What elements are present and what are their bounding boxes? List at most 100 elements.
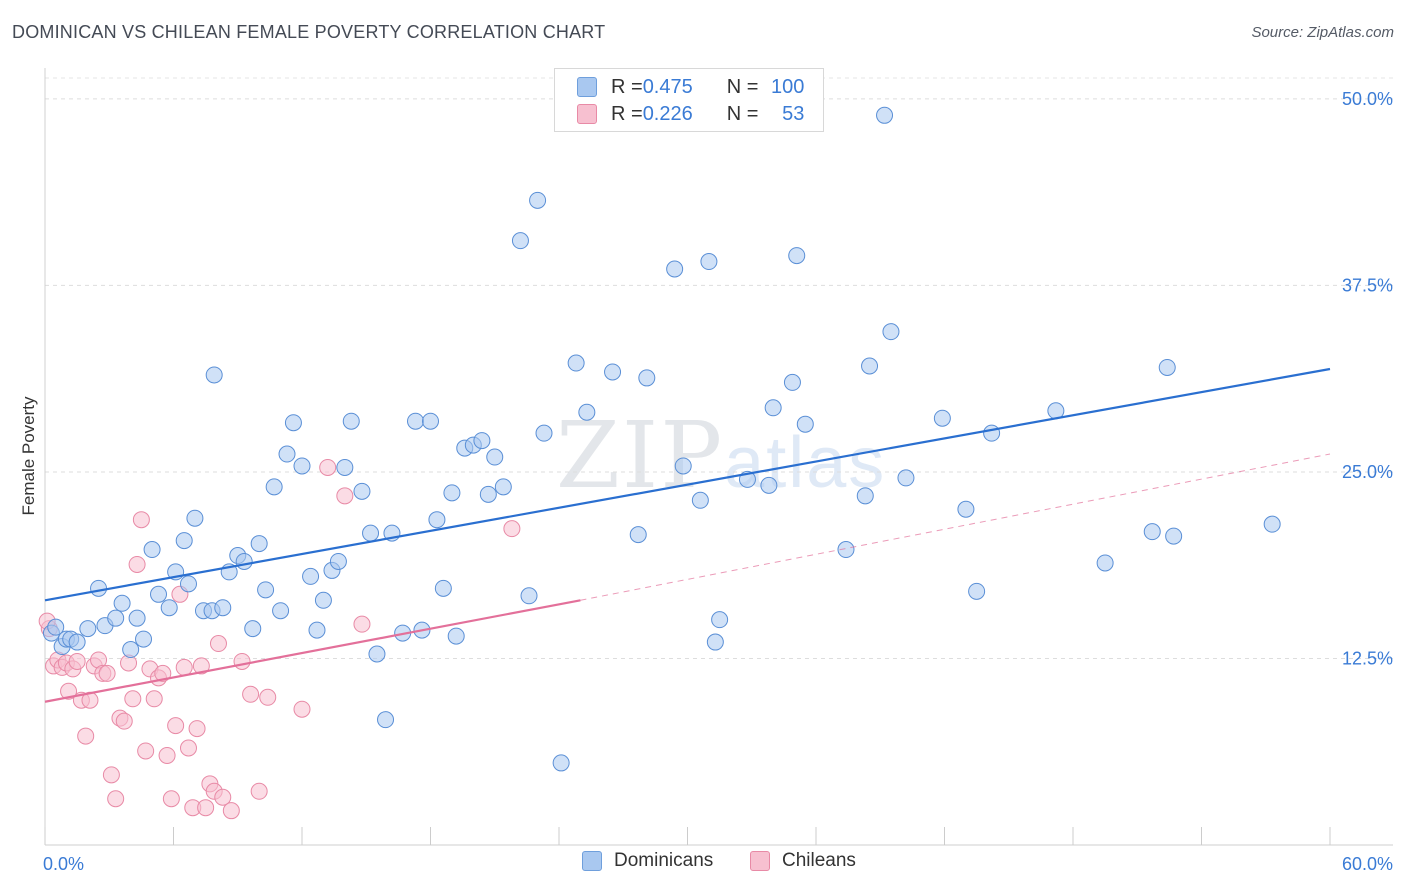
point-dominican bbox=[447, 627, 465, 645]
point-chilean bbox=[197, 799, 215, 817]
point-dominican bbox=[691, 491, 709, 509]
point-dominican bbox=[135, 630, 153, 648]
point-dominican bbox=[897, 469, 915, 487]
point-dominican bbox=[257, 581, 275, 599]
point-dominican bbox=[1263, 515, 1281, 533]
legend-n-label: N = bbox=[726, 75, 759, 98]
point-chilean bbox=[77, 727, 95, 745]
chart-title: DOMINICAN VS CHILEAN FEMALE POVERTY CORR… bbox=[12, 22, 606, 42]
point-dominican bbox=[494, 478, 512, 496]
point-chilean bbox=[319, 458, 337, 476]
point-chilean bbox=[503, 520, 521, 538]
point-dominican bbox=[760, 476, 778, 494]
point-dominican bbox=[284, 414, 302, 432]
point-chilean bbox=[107, 790, 125, 808]
point-dominican bbox=[90, 579, 108, 597]
point-dominican bbox=[368, 645, 386, 663]
point-chilean bbox=[214, 788, 232, 806]
point-dominican bbox=[107, 609, 125, 627]
series-label-chileans: Chileans bbox=[782, 850, 856, 871]
point-dominican bbox=[79, 620, 97, 638]
point-dominican bbox=[302, 567, 320, 585]
point-chilean bbox=[145, 690, 163, 708]
point-dominican bbox=[764, 399, 782, 417]
point-dominican bbox=[235, 552, 253, 570]
y-tick-label: 25.0% bbox=[1342, 462, 1393, 482]
point-dominican bbox=[179, 575, 197, 593]
point-chilean bbox=[242, 685, 260, 703]
point-dominican bbox=[473, 432, 491, 450]
point-dominican bbox=[278, 445, 296, 463]
y-tick-label: 50.0% bbox=[1342, 89, 1393, 109]
legend-n-label: N = bbox=[726, 102, 759, 125]
point-dominican bbox=[604, 363, 622, 381]
point-dominican bbox=[629, 526, 647, 544]
point-chilean bbox=[222, 802, 240, 820]
point-dominican bbox=[711, 611, 729, 629]
legend-r-label: R = bbox=[611, 75, 643, 98]
point-chilean bbox=[179, 739, 197, 757]
point-dominican bbox=[113, 594, 131, 612]
point-dominican bbox=[486, 448, 504, 466]
point-dominican bbox=[882, 323, 900, 341]
point-dominican bbox=[293, 457, 311, 475]
point-chilean bbox=[115, 712, 133, 730]
series-legend-chileans[interactable]: Chileans bbox=[750, 850, 856, 872]
stats-legend: R = 0.475 N = 100 R = 0.226 N = 53 bbox=[554, 68, 824, 132]
point-dominican bbox=[434, 579, 452, 597]
point-chilean bbox=[167, 717, 185, 735]
point-chilean bbox=[137, 742, 155, 760]
point-dominican bbox=[674, 457, 692, 475]
point-dominican bbox=[214, 599, 232, 617]
point-chilean bbox=[336, 487, 354, 505]
series-legend-dominicans[interactable]: Dominicans bbox=[582, 850, 713, 872]
point-dominican bbox=[983, 424, 1001, 442]
point-dominican bbox=[529, 191, 547, 209]
trend-line-chileans-extension bbox=[580, 453, 1331, 601]
y-tick-label: 37.5% bbox=[1342, 275, 1393, 295]
point-dominican bbox=[666, 260, 684, 278]
point-dominican bbox=[443, 484, 461, 502]
point-dominican bbox=[796, 415, 814, 433]
point-dominican bbox=[68, 633, 86, 651]
point-dominican bbox=[856, 487, 874, 505]
point-dominican bbox=[535, 424, 553, 442]
legend-swatch-chileans bbox=[577, 104, 597, 124]
point-dominican bbox=[861, 357, 879, 375]
trend-line-dominicans bbox=[44, 367, 1331, 602]
point-dominican bbox=[342, 412, 360, 430]
point-dominican bbox=[143, 541, 161, 559]
point-dominican bbox=[1143, 523, 1161, 541]
point-dominican bbox=[265, 478, 283, 496]
series-label-dominicans: Dominicans bbox=[614, 850, 714, 871]
point-dominican bbox=[314, 591, 332, 609]
point-dominican bbox=[700, 253, 718, 271]
watermark: ZIPatlas bbox=[556, 402, 886, 509]
point-chilean bbox=[259, 688, 277, 706]
point-dominican bbox=[175, 532, 193, 550]
point-chilean bbox=[293, 700, 311, 718]
point-dominican bbox=[150, 585, 168, 603]
point-chilean bbox=[250, 782, 268, 800]
legend-swatch-dominicans bbox=[577, 77, 597, 97]
point-dominican bbox=[186, 509, 204, 527]
point-dominican bbox=[250, 535, 268, 553]
point-dominican bbox=[244, 620, 262, 638]
x-tick-label: 0.0% bbox=[43, 854, 84, 874]
point-dominican bbox=[407, 412, 425, 430]
point-dominican bbox=[567, 354, 585, 372]
point-chilean bbox=[233, 652, 251, 670]
point-dominican bbox=[308, 621, 326, 639]
legend-row-chileans: R = 0.226 N = 53 bbox=[577, 101, 804, 127]
point-dominican bbox=[1158, 358, 1176, 376]
point-dominican bbox=[272, 602, 290, 620]
point-dominican bbox=[968, 582, 986, 600]
point-dominican bbox=[160, 599, 178, 617]
point-dominican bbox=[837, 541, 855, 559]
point-chilean bbox=[68, 652, 86, 670]
x-tick-label: 60.0% bbox=[1342, 854, 1393, 874]
point-chilean bbox=[192, 657, 210, 675]
point-dominican bbox=[638, 369, 656, 387]
point-dominican bbox=[1096, 554, 1114, 572]
